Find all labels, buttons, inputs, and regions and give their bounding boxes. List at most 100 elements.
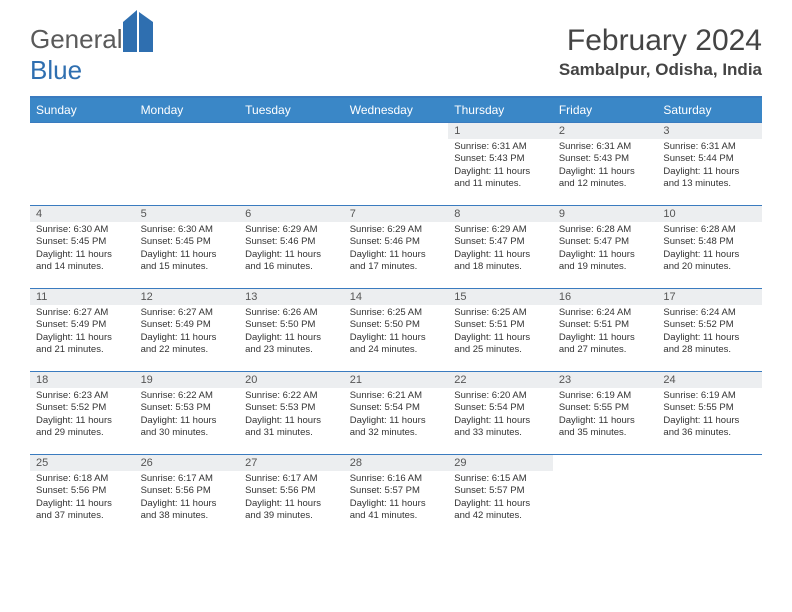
- sunrise-text: Sunrise: 6:31 AM: [559, 141, 652, 153]
- weekday-header-row: SundayMondayTuesdayWednesdayThursdayFrid…: [30, 98, 762, 122]
- day-details: Sunrise: 6:27 AMSunset: 5:49 PMDaylight:…: [30, 305, 135, 360]
- daylight-text: Daylight: 11 hours and 38 minutes.: [141, 498, 234, 523]
- day-number: 9: [553, 206, 658, 222]
- sunset-text: Sunset: 5:51 PM: [559, 319, 652, 331]
- day-cell: 5Sunrise: 6:30 AMSunset: 5:45 PMDaylight…: [135, 206, 240, 288]
- day-number: 6: [239, 206, 344, 222]
- sunrise-text: Sunrise: 6:28 AM: [559, 224, 652, 236]
- day-cell: 18Sunrise: 6:23 AMSunset: 5:52 PMDayligh…: [30, 372, 135, 454]
- day-number: 21: [344, 372, 449, 388]
- day-number: 19: [135, 372, 240, 388]
- day-number: 4: [30, 206, 135, 222]
- day-cell: 24Sunrise: 6:19 AMSunset: 5:55 PMDayligh…: [657, 372, 762, 454]
- day-details: Sunrise: 6:27 AMSunset: 5:49 PMDaylight:…: [135, 305, 240, 360]
- daylight-text: Daylight: 11 hours and 11 minutes.: [454, 166, 547, 191]
- sunset-text: Sunset: 5:57 PM: [350, 485, 443, 497]
- day-cell: 4Sunrise: 6:30 AMSunset: 5:45 PMDaylight…: [30, 206, 135, 288]
- day-details: Sunrise: 6:26 AMSunset: 5:50 PMDaylight:…: [239, 305, 344, 360]
- sunrise-text: Sunrise: 6:25 AM: [350, 307, 443, 319]
- sunrise-text: Sunrise: 6:29 AM: [245, 224, 338, 236]
- day-cell: 10Sunrise: 6:28 AMSunset: 5:48 PMDayligh…: [657, 206, 762, 288]
- day-number: 3: [657, 123, 762, 139]
- day-cell: 6Sunrise: 6:29 AMSunset: 5:46 PMDaylight…: [239, 206, 344, 288]
- day-details: Sunrise: 6:28 AMSunset: 5:47 PMDaylight:…: [553, 222, 658, 277]
- day-number: 13: [239, 289, 344, 305]
- day-cell: 25Sunrise: 6:18 AMSunset: 5:56 PMDayligh…: [30, 455, 135, 537]
- daylight-text: Daylight: 11 hours and 31 minutes.: [245, 415, 338, 440]
- day-number: 18: [30, 372, 135, 388]
- day-details: Sunrise: 6:29 AMSunset: 5:46 PMDaylight:…: [239, 222, 344, 277]
- daylight-text: Daylight: 11 hours and 36 minutes.: [663, 415, 756, 440]
- logo-triangle-left-icon: [123, 10, 137, 52]
- day-details: Sunrise: 6:16 AMSunset: 5:57 PMDaylight:…: [344, 471, 449, 526]
- day-cell: 19Sunrise: 6:22 AMSunset: 5:53 PMDayligh…: [135, 372, 240, 454]
- day-details: Sunrise: 6:21 AMSunset: 5:54 PMDaylight:…: [344, 388, 449, 443]
- day-number: 22: [448, 372, 553, 388]
- day-details: Sunrise: 6:19 AMSunset: 5:55 PMDaylight:…: [657, 388, 762, 443]
- day-number: 16: [553, 289, 658, 305]
- sunset-text: Sunset: 5:52 PM: [36, 402, 129, 414]
- sunrise-text: Sunrise: 6:19 AM: [559, 390, 652, 402]
- daylight-text: Daylight: 11 hours and 17 minutes.: [350, 249, 443, 274]
- day-number: 2: [553, 123, 658, 139]
- sunset-text: Sunset: 5:56 PM: [36, 485, 129, 497]
- day-cell: 16Sunrise: 6:24 AMSunset: 5:51 PMDayligh…: [553, 289, 658, 371]
- day-cell: 1Sunrise: 6:31 AMSunset: 5:43 PMDaylight…: [448, 123, 553, 205]
- weekday-header: Monday: [135, 98, 240, 122]
- day-cell: 8Sunrise: 6:29 AMSunset: 5:47 PMDaylight…: [448, 206, 553, 288]
- daylight-text: Daylight: 11 hours and 29 minutes.: [36, 415, 129, 440]
- empty-cell: ..: [135, 123, 240, 205]
- daylight-text: Daylight: 11 hours and 12 minutes.: [559, 166, 652, 191]
- sunset-text: Sunset: 5:52 PM: [663, 319, 756, 331]
- sunrise-text: Sunrise: 6:22 AM: [245, 390, 338, 402]
- sunset-text: Sunset: 5:46 PM: [350, 236, 443, 248]
- sunset-text: Sunset: 5:56 PM: [141, 485, 234, 497]
- month-year-title: February 2024: [559, 24, 762, 58]
- calendar-page: General Blue February 2024 Sambalpur, Od…: [0, 0, 792, 547]
- day-number: 8: [448, 206, 553, 222]
- day-number: 20: [239, 372, 344, 388]
- week-row: ........1Sunrise: 6:31 AMSunset: 5:43 PM…: [30, 122, 762, 205]
- sunrise-text: Sunrise: 6:24 AM: [663, 307, 756, 319]
- sunset-text: Sunset: 5:50 PM: [350, 319, 443, 331]
- title-block: February 2024 Sambalpur, Odisha, India: [559, 24, 762, 80]
- sunrise-text: Sunrise: 6:30 AM: [36, 224, 129, 236]
- day-details: Sunrise: 6:23 AMSunset: 5:52 PMDaylight:…: [30, 388, 135, 443]
- sunset-text: Sunset: 5:55 PM: [663, 402, 756, 414]
- day-details: Sunrise: 6:19 AMSunset: 5:55 PMDaylight:…: [553, 388, 658, 443]
- daylight-text: Daylight: 11 hours and 14 minutes.: [36, 249, 129, 274]
- day-cell: 17Sunrise: 6:24 AMSunset: 5:52 PMDayligh…: [657, 289, 762, 371]
- sunrise-text: Sunrise: 6:29 AM: [350, 224, 443, 236]
- day-cell: 3Sunrise: 6:31 AMSunset: 5:44 PMDaylight…: [657, 123, 762, 205]
- week-row: 11Sunrise: 6:27 AMSunset: 5:49 PMDayligh…: [30, 288, 762, 371]
- day-number: 14: [344, 289, 449, 305]
- sunset-text: Sunset: 5:50 PM: [245, 319, 338, 331]
- day-cell: 27Sunrise: 6:17 AMSunset: 5:56 PMDayligh…: [239, 455, 344, 537]
- day-number: 23: [553, 372, 658, 388]
- day-cell: 29Sunrise: 6:15 AMSunset: 5:57 PMDayligh…: [448, 455, 553, 537]
- sunset-text: Sunset: 5:49 PM: [141, 319, 234, 331]
- sunrise-text: Sunrise: 6:16 AM: [350, 473, 443, 485]
- empty-cell: ..: [344, 123, 449, 205]
- day-number: 15: [448, 289, 553, 305]
- sunset-text: Sunset: 5:43 PM: [559, 153, 652, 165]
- day-cell: 28Sunrise: 6:16 AMSunset: 5:57 PMDayligh…: [344, 455, 449, 537]
- week-row: 4Sunrise: 6:30 AMSunset: 5:45 PMDaylight…: [30, 205, 762, 288]
- daylight-text: Daylight: 11 hours and 42 minutes.: [454, 498, 547, 523]
- day-number: 24: [657, 372, 762, 388]
- sunset-text: Sunset: 5:48 PM: [663, 236, 756, 248]
- sunset-text: Sunset: 5:43 PM: [454, 153, 547, 165]
- daylight-text: Daylight: 11 hours and 25 minutes.: [454, 332, 547, 357]
- day-number: 5: [135, 206, 240, 222]
- day-details: Sunrise: 6:31 AMSunset: 5:44 PMDaylight:…: [657, 139, 762, 194]
- sunrise-text: Sunrise: 6:22 AM: [141, 390, 234, 402]
- day-number: 11: [30, 289, 135, 305]
- daylight-text: Daylight: 11 hours and 19 minutes.: [559, 249, 652, 274]
- sunset-text: Sunset: 5:57 PM: [454, 485, 547, 497]
- day-cell: 15Sunrise: 6:25 AMSunset: 5:51 PMDayligh…: [448, 289, 553, 371]
- header: General Blue February 2024 Sambalpur, Od…: [30, 24, 762, 86]
- day-details: Sunrise: 6:31 AMSunset: 5:43 PMDaylight:…: [553, 139, 658, 194]
- sunset-text: Sunset: 5:46 PM: [245, 236, 338, 248]
- sunset-text: Sunset: 5:56 PM: [245, 485, 338, 497]
- daylight-text: Daylight: 11 hours and 13 minutes.: [663, 166, 756, 191]
